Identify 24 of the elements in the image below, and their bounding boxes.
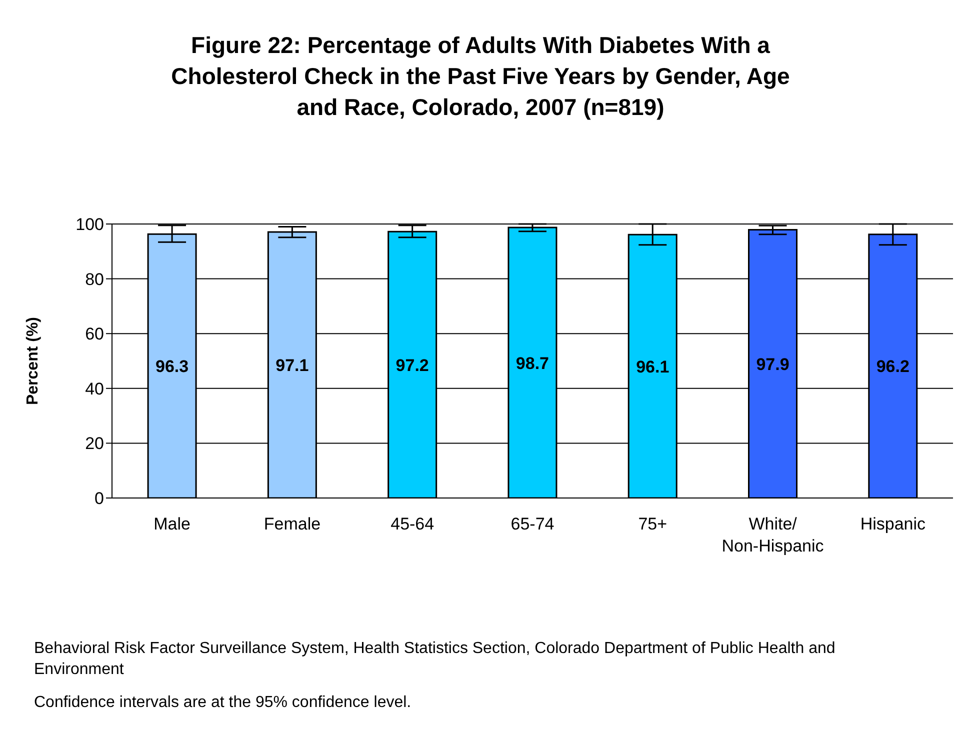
y-axis-title: Percent (%)	[24, 316, 42, 406]
data-label: 96.3	[155, 357, 189, 376]
y-tick-label: 40	[85, 379, 104, 398]
data-label: 97.1	[276, 356, 309, 376]
data-label: 97.2	[396, 356, 429, 375]
y-tick-label: 100	[76, 215, 104, 234]
y-tick-label: 20	[85, 434, 104, 454]
data-label: 96.1	[636, 357, 670, 376]
y-tick-label: 60	[85, 324, 104, 344]
x-tick-label: Hispanic	[860, 514, 926, 534]
data-label: 96.2	[876, 357, 910, 376]
y-tick-label: 80	[85, 270, 104, 289]
x-tick-label: Male	[154, 514, 190, 534]
x-tick-label: 75+	[638, 514, 668, 534]
chart-title: Figure 22: Percentage of Adults With Diabetes With a Cholesterol Check in the Past Five Years by Gender, Age and Race, Colorado, 2007 (n=819)	[170, 31, 791, 122]
text: Confidence intervals are at the 95% confidence level.	[34, 693, 412, 713]
x-tick-label: Female	[264, 514, 321, 534]
y-tick-label: 0	[94, 489, 104, 508]
x-tick-label: 65-74	[510, 514, 554, 534]
x-tick-label: White/ Non-Hispanic	[722, 514, 824, 556]
data-label: 98.7	[516, 354, 550, 373]
data-label: 97.9	[756, 354, 790, 374]
x-tick-label: 45-64	[390, 514, 434, 534]
text: Behavioral Risk Factor Surveillance System, Health Statistics Section, Colorado Department of Public Health and Environment	[34, 639, 836, 680]
